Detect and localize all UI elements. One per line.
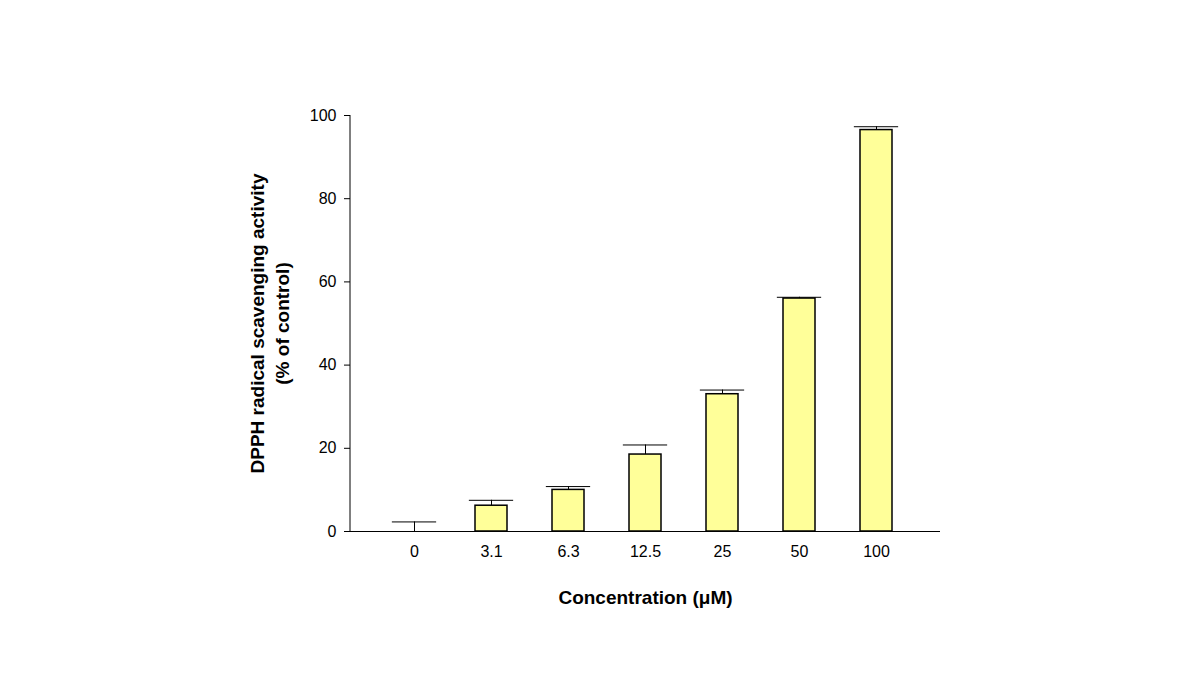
svg-text:6.3: 6.3 <box>557 543 579 560</box>
svg-text:50: 50 <box>791 543 809 560</box>
svg-text:100: 100 <box>310 107 337 124</box>
svg-text:DPPH radical scavenging activi: DPPH radical scavenging activity(% of co… <box>247 173 293 473</box>
svg-text:80: 80 <box>319 190 337 207</box>
svg-text:60: 60 <box>319 273 337 290</box>
svg-text:3.1: 3.1 <box>480 543 502 560</box>
svg-text:40: 40 <box>319 356 337 373</box>
svg-text:Concentration (μM): Concentration (μM) <box>558 587 732 608</box>
svg-text:0: 0 <box>328 523 337 540</box>
svg-text:25: 25 <box>714 543 732 560</box>
svg-text:100: 100 <box>863 543 890 560</box>
svg-text:20: 20 <box>319 439 337 456</box>
svg-text:0: 0 <box>410 543 419 560</box>
svg-text:12.5: 12.5 <box>630 543 661 560</box>
